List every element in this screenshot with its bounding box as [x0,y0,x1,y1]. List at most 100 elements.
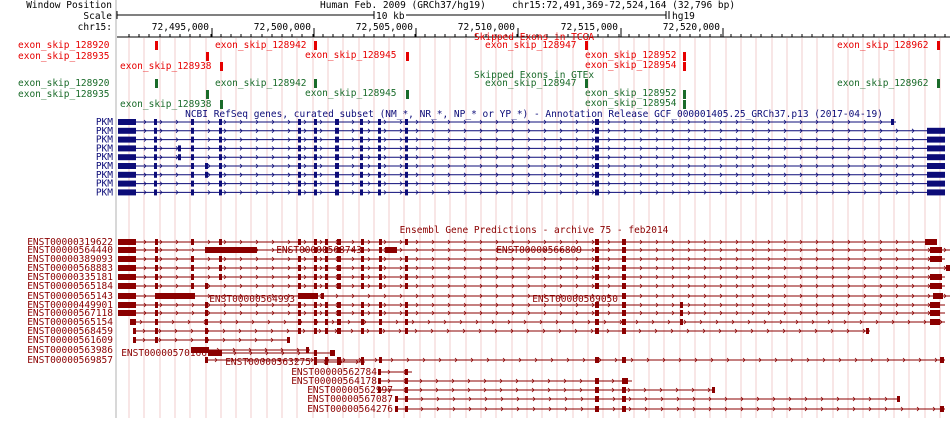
gene-strand-arrow [175,172,179,178]
gene-strand-arrow [447,256,451,262]
gene-exon [118,310,136,316]
gene-strand-arrow [430,328,434,334]
gene-strand-arrow [879,172,883,178]
gene-strand-arrow [686,328,690,334]
gene-exon [395,406,398,412]
gene-strand-arrow [911,190,915,195]
gene-strand-arrow [367,181,371,186]
gene-strand-arrow [911,283,915,289]
gene-exon [205,302,208,308]
gene-strand-arrow [847,247,851,253]
gene-strand-arrow [479,247,483,253]
gene-strand-arrow [623,172,627,178]
gene-strand-arrow [255,154,259,160]
gene-strand-arrow [479,310,483,316]
gene-strand-arrow [350,328,354,334]
ensembl-track[interactable]: ENST00000319622ENST00000564440ENST000003… [27,237,950,415]
gene-strand-arrow [287,239,291,245]
gene-strand-arrow [671,302,675,308]
gene-strand-arrow [559,137,563,142]
gene-strand-arrow [527,181,531,186]
gene-strand-arrow [139,319,143,325]
gene-strand-arrow [459,319,463,325]
gene-strand-arrow [767,128,771,134]
gene-strand-arrow [580,396,584,402]
gene-strand-arrow [415,274,419,280]
gene-exon [385,247,397,253]
gene-strand-arrow [543,137,547,142]
gene-strand-arrow [351,128,355,134]
gene-strand-arrow [708,406,712,412]
gene-strand-arrow [159,265,163,271]
gene-strand-arrow [879,256,883,262]
gene-strand-arrow [579,387,583,393]
exon-skip-feature [937,79,940,88]
gene-strand-arrow [367,128,371,134]
gene-strand-arrow [799,181,803,186]
gene-strand-arrow [939,319,943,325]
gene-strand-arrow [447,247,451,253]
gene-strand-arrow [559,283,563,289]
gene-strand-arrow [895,265,899,271]
gene-exon [595,189,599,196]
gene-exon [622,319,626,325]
gene-strand-arrow [742,357,746,363]
gene-strand-arrow [287,172,291,178]
gene-strand-arrow [579,378,583,384]
gene-strand-arrow [223,256,227,262]
gene-strand-arrow [543,265,547,271]
gene-strand-arrow [900,406,904,412]
gene-strand-arrow [671,239,675,245]
gene-strand-arrow [575,265,579,271]
gene-strand-arrow [591,256,595,262]
gene-strand-arrow [607,283,611,289]
gene-strand-arrow [607,128,611,134]
gene-strand-arrow [655,190,659,195]
gene-exon [361,302,364,308]
gene-strand-arrow [671,247,675,253]
gene-strand-arrow [479,181,483,186]
gene-strand-arrow [611,387,615,393]
exon-skip-feature [683,90,686,99]
gene-strand-arrow [895,256,899,262]
gene-exon [930,319,940,325]
gene-strand-arrow [351,137,355,142]
gene-strand-arrow [779,319,783,325]
gene-strand-arrow [703,163,707,169]
gene-strand-arrow [543,283,547,289]
gene-strand-arrow [143,163,147,169]
gene-strand-arrow [443,319,447,325]
gene-strand-arrow [623,146,627,151]
gene-strand-arrow [719,293,723,299]
gene-strand-arrow [367,265,371,271]
gene-strand-arrow [367,256,371,262]
gene-strand-arrow [518,357,522,363]
gene-strand-arrow [479,283,483,289]
gene-strand-arrow [591,146,595,151]
gene-strand-arrow [783,137,787,142]
gene-strand-arrow [911,274,915,280]
gene-exon [361,328,364,334]
gene-strand-arrow [758,357,762,363]
gene-strand-arrow [895,293,899,299]
gene-exon [155,337,158,343]
gene-strand-arrow [255,274,259,280]
gene-strand-arrow [303,163,307,169]
gene-exon [191,274,194,280]
gene-strand-arrow [719,190,723,195]
gene-strand-arrow [159,119,163,125]
gene-strand-arrow [687,256,691,262]
gene-strand-arrow [591,172,595,178]
gene-strand-arrow [868,406,872,412]
gene-strand-arrow [735,310,739,316]
gene-strand-arrow [822,357,826,363]
gene-exon [361,265,364,271]
gene-strand-arrow [431,265,435,271]
gene-strand-arrow [703,247,707,253]
gene-strand-arrow [143,137,147,142]
